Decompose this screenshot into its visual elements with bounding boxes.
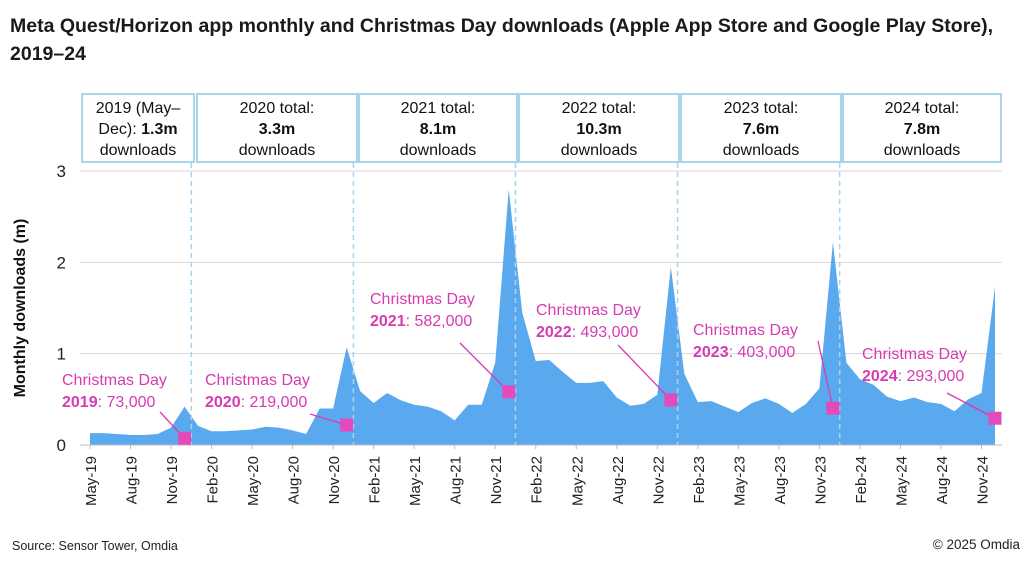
year-total-line3: downloads [560, 142, 638, 159]
year-total-value: 10.3m [576, 121, 622, 138]
christmas-day-label: Christmas Day [536, 302, 641, 319]
year-total-line3: downloads [722, 142, 800, 159]
christmas-day-label: Christmas Day [62, 372, 167, 389]
x-tick-label: May-23 [731, 456, 748, 506]
y-tick-label: 3 [57, 162, 66, 181]
year-total-value: 8.1m [419, 121, 457, 138]
year-total-line3: downloads [399, 142, 477, 159]
christmas-day-marker [178, 431, 192, 445]
x-tick-label: Aug-23 [772, 456, 789, 504]
christmas-day-marker [340, 418, 354, 432]
x-tick-label: Aug-19 [124, 456, 141, 504]
christmas-day-label: Christmas Day [370, 291, 475, 308]
x-tick-label: Nov-19 [164, 456, 181, 504]
christmas-day-leader-line [459, 342, 510, 393]
christmas-day-leader-line [817, 340, 834, 409]
year-total-value: 7.8m [903, 121, 941, 138]
christmas-day-downloads: : 73,000 [98, 394, 156, 411]
x-tick-label: Feb-20 [205, 456, 222, 504]
christmas-day-year: 2024 [862, 368, 898, 385]
christmas-day-downloads: : 219,000 [241, 394, 308, 411]
christmas-day-marker [826, 401, 840, 415]
christmas-day-year: 2019 [62, 394, 98, 411]
x-tick-label: May-22 [569, 456, 586, 506]
copyright-note: © 2025 Omdia [932, 537, 1020, 552]
x-tick-label: Feb-23 [691, 456, 708, 504]
monthly-downloads-area [90, 189, 995, 445]
year-total-line2-prefix: Dec): [98, 121, 142, 138]
year-total-box-2021: 2021 total: 8.1m downloads [358, 93, 518, 163]
x-tick-label: Feb-21 [367, 456, 384, 504]
y-tick-label: 2 [57, 253, 66, 272]
year-total-box-2023: 2023 total: 7.6m downloads [680, 93, 842, 163]
christmas-day-value: 2022: 493,000 [536, 324, 638, 341]
christmas-day-label: Christmas Day [862, 346, 967, 363]
christmas-day-marker [502, 385, 516, 399]
christmas-day-marker [664, 393, 678, 407]
x-tick-label: Nov-22 [650, 456, 667, 504]
christmas-day-label: Christmas Day [205, 372, 310, 389]
christmas-day-downloads: : 582,000 [406, 313, 473, 330]
year-total-box-2019: 2019 (May– Dec): 1.3m downloads [81, 93, 195, 163]
christmas-day-year: 2023 [693, 344, 729, 361]
year-total-box-2022: 2022 total: 10.3m downloads [518, 93, 680, 163]
christmas-day-year: 2020 [205, 394, 241, 411]
y-axis-label: Monthly downloads (m) [12, 219, 29, 398]
christmas-day-value: 2019: 73,000 [62, 394, 156, 411]
year-total-value: 7.6m [742, 121, 780, 138]
christmas-day-marker [988, 411, 1002, 425]
christmas-day-leader-line [617, 344, 672, 401]
x-tick-label: Feb-22 [529, 456, 546, 504]
x-tick-label: Aug-22 [610, 456, 627, 504]
x-tick-label: Nov-23 [812, 456, 829, 504]
christmas-day-value: 2021: 582,000 [370, 313, 472, 330]
year-total-box-2024: 2024 total: 7.8m downloads [842, 93, 1002, 163]
x-tick-label: Aug-20 [286, 456, 303, 504]
christmas-day-value: 2020: 219,000 [205, 394, 307, 411]
christmas-day-downloads: : 403,000 [729, 344, 796, 361]
x-tick-label: May-19 [83, 456, 100, 506]
source-note: Source: Sensor Tower, Omdia [12, 539, 178, 553]
christmas-day-value: 2023: 403,000 [693, 344, 795, 361]
year-total-line1: 2024 total: [884, 100, 960, 117]
x-tick-label: Nov-21 [488, 456, 505, 504]
year-total-line1: 2022 total: [561, 100, 637, 117]
christmas-day-leader-line [946, 392, 996, 419]
y-tick-label: 1 [57, 345, 66, 364]
christmas-day-year: 2021 [370, 313, 406, 330]
christmas-day-downloads: : 493,000 [572, 324, 639, 341]
christmas-day-label: Christmas Day [693, 322, 798, 339]
x-tick-label: May-24 [893, 456, 910, 506]
year-total-line1: 2023 total: [723, 100, 799, 117]
year-total-line1: 2021 total: [400, 100, 476, 117]
x-tick-label: Nov-20 [326, 456, 343, 504]
x-tick-label: Nov-24 [974, 456, 991, 504]
year-total-line1: 2019 (May– [95, 100, 181, 117]
year-total-line3: downloads [238, 142, 316, 159]
chart-title: Meta Quest/Horizon app monthly and Chris… [10, 15, 994, 65]
x-tick-label: Feb-24 [853, 456, 870, 504]
christmas-day-year: 2022 [536, 324, 572, 341]
year-total-line3: downloads [883, 142, 961, 159]
christmas-day-value: 2024: 293,000 [862, 368, 964, 385]
year-total-value: 3.3m [258, 121, 296, 138]
year-total-line1: 2020 total: [239, 100, 315, 117]
x-tick-label: Aug-21 [448, 456, 465, 504]
year-total-line3: downloads [99, 142, 177, 159]
x-tick-label: Aug-24 [934, 456, 951, 504]
christmas-day-downloads: : 293,000 [898, 368, 965, 385]
y-tick-label: 0 [57, 436, 66, 455]
year-total-box-2020: 2020 total: 3.3m downloads [196, 93, 358, 163]
year-total-value: 1.3m [141, 121, 178, 138]
x-tick-label: May-21 [407, 456, 424, 506]
x-tick-label: May-20 [245, 456, 262, 506]
